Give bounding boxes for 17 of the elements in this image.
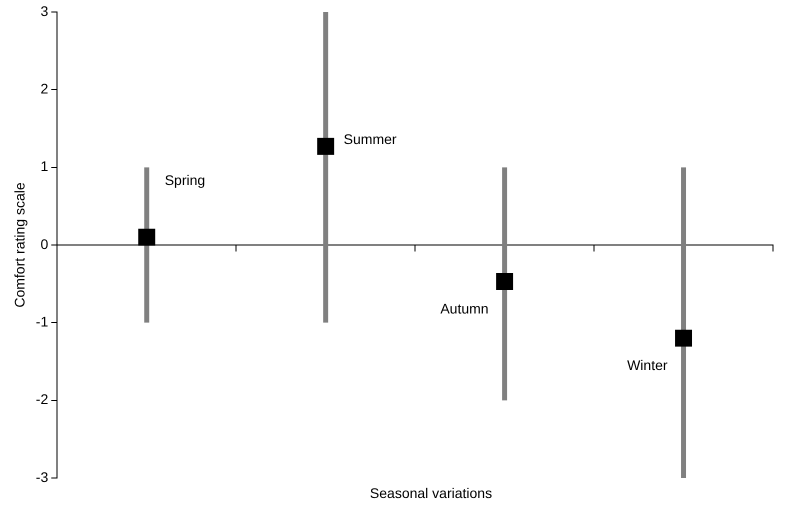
y-axis-title: Comfort rating scale bbox=[11, 182, 28, 308]
point bbox=[138, 228, 156, 246]
y-tick-label: -2 bbox=[36, 391, 48, 408]
point bbox=[317, 138, 334, 155]
series-label: Autumn bbox=[440, 300, 489, 316]
point bbox=[496, 273, 514, 290]
y-tick-label: 0 bbox=[40, 236, 48, 252]
y-tick-label: -3 bbox=[36, 468, 48, 485]
series-label: Winter bbox=[627, 357, 668, 374]
text: Spring bbox=[164, 172, 206, 188]
y-tick-label: 3 bbox=[40, 2, 48, 19]
point bbox=[675, 330, 692, 347]
y-tick-label: -1 bbox=[36, 314, 48, 330]
x-axis-title: Seasonal variations bbox=[368, 485, 494, 501]
y-tick-label: 1 bbox=[40, 158, 48, 174]
series-label: Summer bbox=[344, 131, 397, 148]
y-tick-label: 2 bbox=[40, 80, 48, 97]
